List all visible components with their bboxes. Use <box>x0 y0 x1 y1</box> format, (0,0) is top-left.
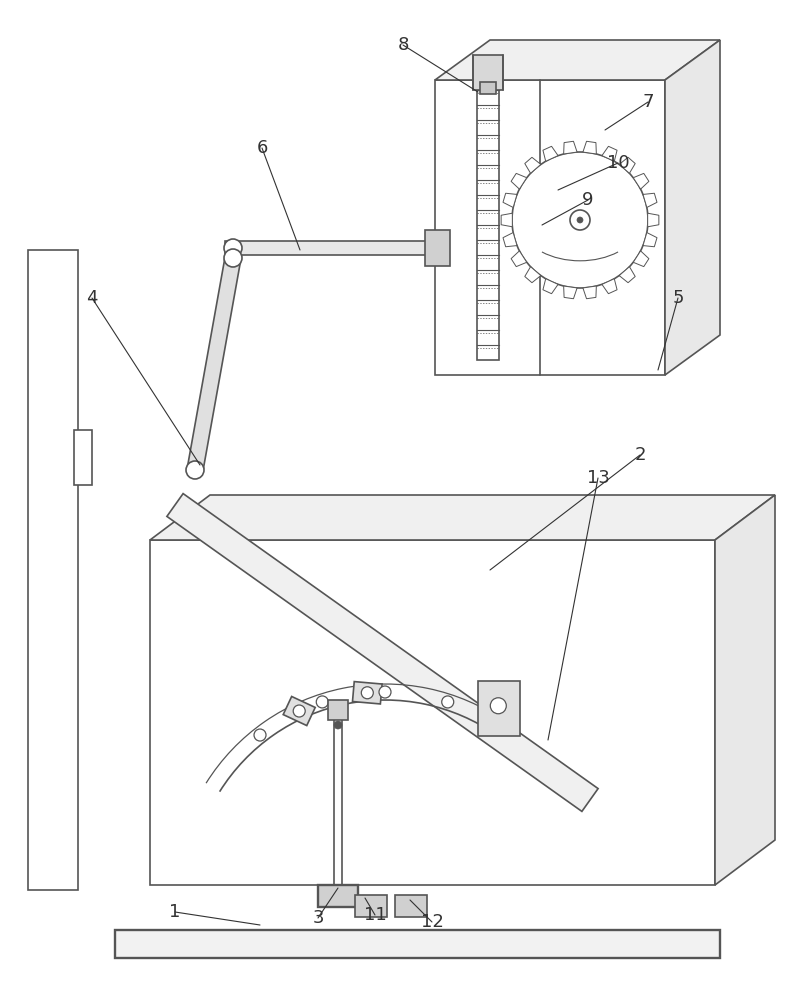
Text: 9: 9 <box>582 191 594 209</box>
Polygon shape <box>648 213 659 227</box>
Polygon shape <box>187 257 241 471</box>
Circle shape <box>379 686 391 698</box>
Polygon shape <box>564 141 577 154</box>
Polygon shape <box>564 286 577 299</box>
Polygon shape <box>602 146 617 161</box>
Polygon shape <box>543 279 558 294</box>
Circle shape <box>254 729 266 741</box>
Bar <box>435 80 665 375</box>
Bar <box>355 895 387 917</box>
Bar <box>28 250 78 890</box>
Polygon shape <box>150 495 775 540</box>
Circle shape <box>570 210 590 230</box>
Circle shape <box>334 721 342 729</box>
Polygon shape <box>503 193 517 207</box>
Polygon shape <box>511 173 526 189</box>
Circle shape <box>490 698 506 714</box>
Polygon shape <box>167 494 598 811</box>
Bar <box>328 700 348 720</box>
Circle shape <box>294 705 306 717</box>
Polygon shape <box>643 233 657 247</box>
Bar <box>225 241 445 255</box>
Text: 7: 7 <box>642 93 654 111</box>
Polygon shape <box>501 213 512 227</box>
Bar <box>480 82 496 94</box>
Polygon shape <box>619 267 635 283</box>
Polygon shape <box>619 157 635 173</box>
Polygon shape <box>583 286 596 299</box>
Polygon shape <box>543 146 558 161</box>
Polygon shape <box>715 495 775 885</box>
Circle shape <box>186 461 204 479</box>
Polygon shape <box>602 279 617 294</box>
Bar <box>74 430 92 485</box>
Text: 3: 3 <box>312 909 324 927</box>
Polygon shape <box>283 696 315 726</box>
Text: 13: 13 <box>586 469 610 487</box>
Circle shape <box>362 687 374 699</box>
Circle shape <box>577 217 583 223</box>
Text: 2: 2 <box>634 446 646 464</box>
Circle shape <box>316 696 328 708</box>
Text: 4: 4 <box>86 289 98 307</box>
Bar <box>477 90 499 360</box>
Circle shape <box>224 239 242 257</box>
Polygon shape <box>634 251 649 267</box>
Bar <box>115 930 720 958</box>
Polygon shape <box>503 233 517 247</box>
Polygon shape <box>525 267 541 283</box>
Bar <box>318 885 358 907</box>
Circle shape <box>442 696 454 708</box>
Text: 5: 5 <box>672 289 684 307</box>
Polygon shape <box>525 157 541 173</box>
Polygon shape <box>634 173 649 189</box>
Bar <box>473 55 503 90</box>
Bar <box>395 895 427 917</box>
Polygon shape <box>583 141 596 154</box>
Polygon shape <box>435 40 720 80</box>
Bar <box>150 540 715 885</box>
Text: 6: 6 <box>256 139 268 157</box>
Text: 8: 8 <box>398 36 409 54</box>
Text: 11: 11 <box>364 906 386 924</box>
Polygon shape <box>665 40 720 375</box>
Bar <box>425 230 450 266</box>
Text: 1: 1 <box>170 903 181 921</box>
Circle shape <box>512 152 648 288</box>
Polygon shape <box>643 193 657 207</box>
Circle shape <box>224 249 242 267</box>
Text: 10: 10 <box>606 154 630 172</box>
Polygon shape <box>353 682 382 704</box>
Bar <box>478 681 520 736</box>
Polygon shape <box>511 251 526 267</box>
Text: 12: 12 <box>421 913 443 931</box>
